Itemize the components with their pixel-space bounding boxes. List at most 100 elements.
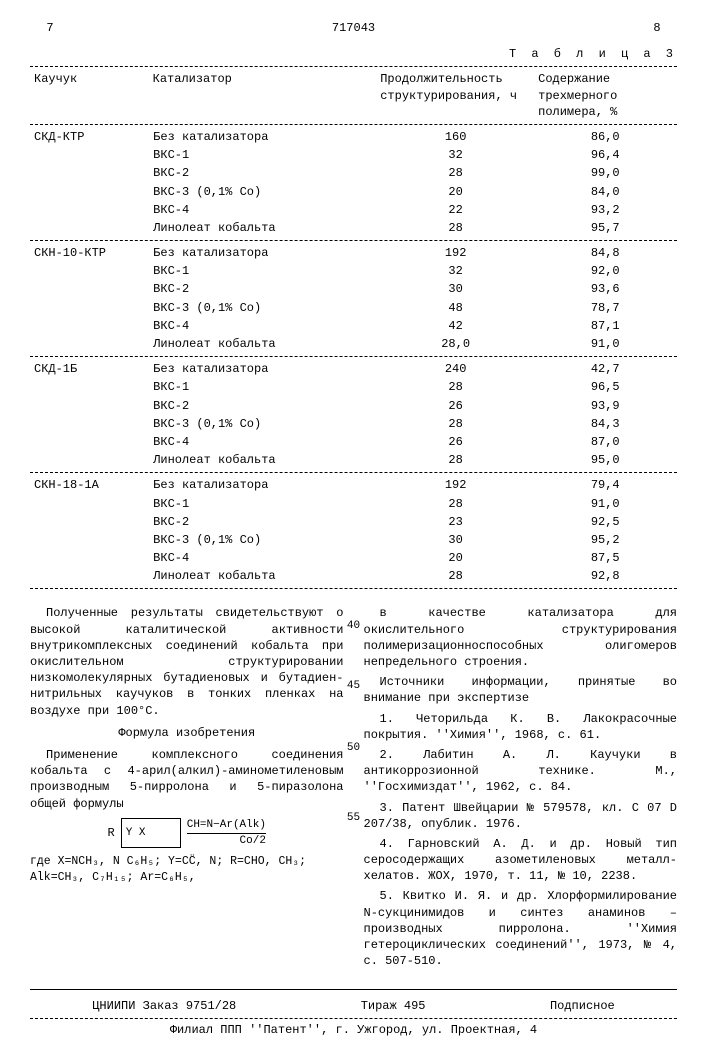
cell-content: 96,4 [533,146,677,164]
footer-tirage: Тираж 495 [361,998,426,1014]
cell-catalyst: ВКС-4 [149,433,378,451]
body-text: 40 45 50 55 Полученные результаты свидет… [30,601,677,973]
table-row: Линолеат кобальта2892,8 [30,567,677,585]
divider [30,472,677,473]
cell-catalyst: Линолеат кобальта [149,219,378,237]
cell-catalyst: ВКС-4 [149,549,378,567]
cell-content: 78,7 [533,299,677,317]
data-table: Каучук Катализатор Продолжительность стр… [30,70,677,121]
cell-rubber [30,335,149,353]
cell-rubber [30,433,149,451]
cell-rubber [30,146,149,164]
chem-ch: CH=N−Ar(Alk) [187,818,266,833]
cell-content: 92,8 [533,567,677,585]
table-row: ВКС-22899,0 [30,164,677,182]
cell-content: 99,0 [533,164,677,182]
cell-catalyst: Линолеат кобальта [149,335,378,353]
cell-duration: 160 [378,128,534,146]
cell-catalyst: ВКС-3 (0,1% Co) [149,415,378,433]
cell-rubber [30,513,149,531]
cell-content: 95,0 [533,451,677,469]
table-row: ВКС-13292,0 [30,262,677,280]
table-row: ВКС-44287,1 [30,317,677,335]
cell-duration: 28 [378,219,534,237]
table-row: ВКС-23093,6 [30,280,677,298]
cell-catalyst: ВКС-1 [149,378,378,396]
catalyst-para: в качестве катализатора для окислительно… [364,605,678,670]
cell-content: 92,5 [533,513,677,531]
table-group: СКН-18-1АБез катализатора19279,4ВКС-1289… [30,476,677,585]
footer-order: ЦНИИПИ Заказ 9751/28 [92,998,236,1014]
cell-catalyst: ВКС-2 [149,164,378,182]
table-row: ВКС-42293,2 [30,201,677,219]
cell-catalyst: ВКС-1 [149,146,378,164]
table-row: ВКС-42087,5 [30,549,677,567]
table-row: Линолеат кобальта28,091,0 [30,335,677,353]
cell-duration: 28 [378,164,534,182]
cell-catalyst: Без катализатора [149,244,378,262]
cell-duration: 20 [378,549,534,567]
cell-catalyst: Без катализатора [149,476,378,494]
cell-rubber [30,317,149,335]
page-left: 7 [30,20,70,36]
cell-catalyst: ВКС-2 [149,397,378,415]
cell-duration: 26 [378,433,534,451]
table-row: ВКС-22693,9 [30,397,677,415]
cell-catalyst: Линолеат кобальта [149,567,378,585]
doc-number: 717043 [70,20,637,36]
divider [30,66,677,67]
margin-55: 55 [347,811,360,826]
chemical-formula: R Y X CH=N−Ar(Alk) Co/2 [30,818,344,849]
divider [30,124,677,125]
cell-rubber [30,415,149,433]
reference-item: 3. Патент Швейцарии № 579578, кл. С 07 D… [364,800,678,832]
cell-rubber [30,164,149,182]
col-duration: Продолжительность структурирования, ч [376,70,534,121]
table-group: СКД-КТРБез катализатора16086,0ВКС-13296,… [30,128,677,237]
formula-title: Формула изобретения [30,725,344,741]
application-para: Применение комплексного соединения кобал… [30,747,344,812]
reference-item: 1. Четорильда К. В. Лакокрасочные покрыт… [364,711,678,743]
cell-duration: 28 [378,451,534,469]
page-right: 8 [637,20,677,36]
cell-content: 95,7 [533,219,677,237]
cell-rubber [30,280,149,298]
chem-yx: Y X [126,826,146,841]
cell-content: 96,5 [533,378,677,396]
cell-content: 93,2 [533,201,677,219]
cell-rubber: СКД-КТР [30,128,149,146]
table-row: СКД-1ББез катализатора24042,7 [30,360,677,378]
cell-duration: 42 [378,317,534,335]
cell-duration: 28 [378,495,534,513]
cell-rubber [30,378,149,396]
cell-catalyst: ВКС-2 [149,280,378,298]
cell-duration: 26 [378,397,534,415]
cell-rubber [30,531,149,549]
table-row: ВКС-22392,5 [30,513,677,531]
margin-40: 40 [347,619,360,634]
cell-catalyst: ВКС-4 [149,317,378,335]
sources-title: Источники информации, принятые во вниман… [364,674,678,706]
cell-rubber [30,183,149,201]
col-catalyst: Катализатор [149,70,377,121]
cell-rubber [30,451,149,469]
chem-ring: Y X [121,818,181,848]
page-header: 7 717043 8 [30,20,677,36]
cell-duration: 32 [378,262,534,280]
cell-duration: 22 [378,201,534,219]
cell-rubber [30,262,149,280]
cell-content: 93,6 [533,280,677,298]
chem-r: R [108,825,115,841]
cell-rubber [30,219,149,237]
cell-content: 79,4 [533,476,677,494]
col-content: Содержание трехмерного полимера, % [534,70,677,121]
cell-duration: 23 [378,513,534,531]
col-rubber: Каучук [30,70,149,121]
cell-rubber [30,201,149,219]
cell-catalyst: Без катализатора [149,360,378,378]
margin-50: 50 [347,741,360,756]
cell-content: 87,0 [533,433,677,451]
cell-content: 84,3 [533,415,677,433]
divider [30,356,677,357]
cell-duration: 28 [378,378,534,396]
